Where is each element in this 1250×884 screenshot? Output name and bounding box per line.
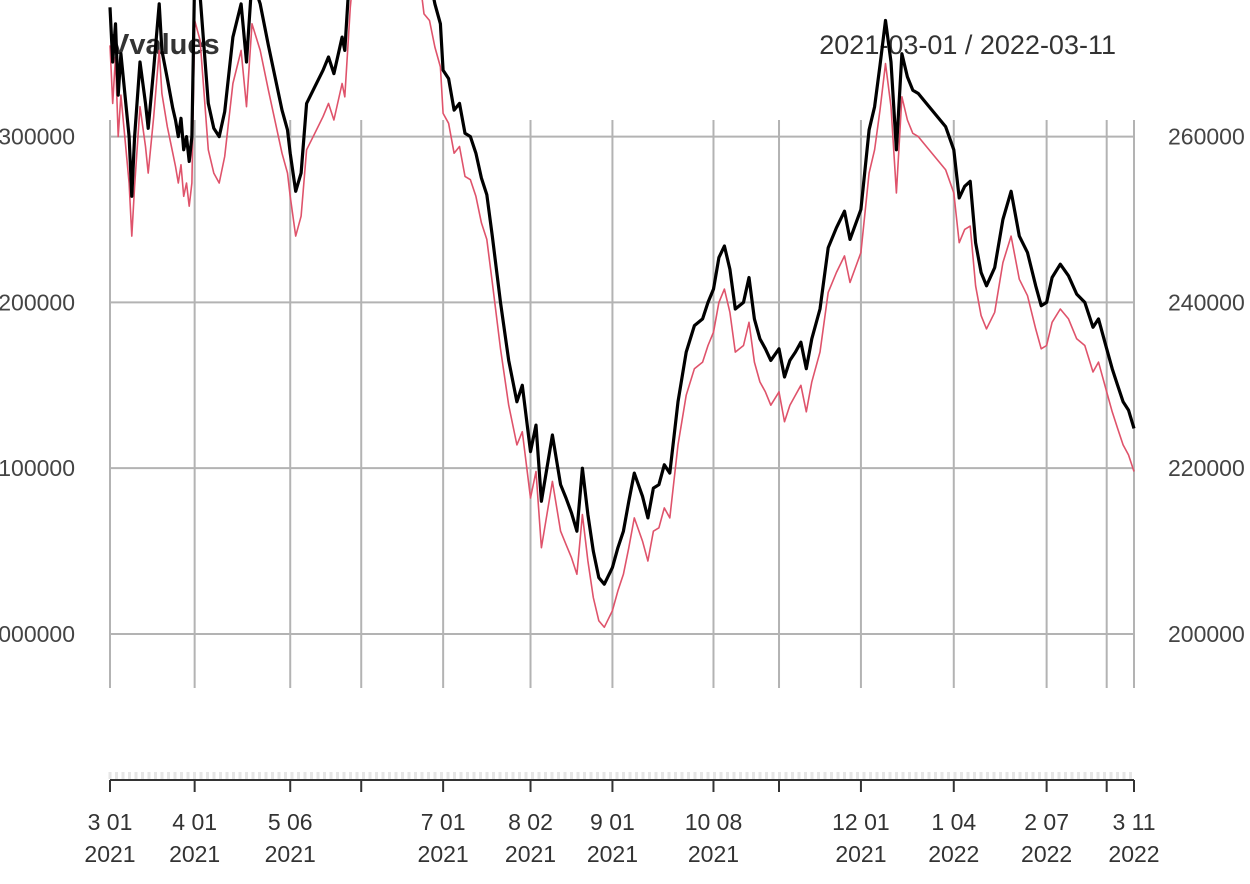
y-tick-label-right: 240000: [1168, 289, 1245, 315]
x-tick-label-year: 2021: [169, 841, 220, 867]
x-tick-label-year: 2022: [928, 841, 979, 867]
x-tick-label-month: 3 01: [88, 809, 133, 835]
series-layer: [108, 0, 1136, 629]
y-axis-left: 2000000 2100000 2200000 2300000: [0, 124, 75, 647]
x-tick-label-month: 1 04: [931, 809, 976, 835]
x-tick-label-year: 2021: [587, 841, 638, 867]
y-tick-label-right: 200000: [1168, 621, 1245, 647]
x-tick-label-year: 2021: [835, 841, 886, 867]
y-tick-label-left: 2100000: [0, 455, 75, 481]
x-tick-label-year: 2021: [505, 841, 556, 867]
x-axis: 3 01 2021 4 01 2021 5 06 2021 7 01 2021 8 02 2021…: [84, 772, 1160, 867]
x-tick-label-year: 2022: [1108, 841, 1159, 867]
y-tick-label-left: 2000000: [0, 621, 75, 647]
x-tick-label-month: 5 06: [268, 809, 313, 835]
x-tick-label-month: 4 01: [172, 809, 217, 835]
y-tick-label-left: 2200000: [0, 289, 75, 315]
x-tick-label-month: 3 11: [1112, 809, 1155, 835]
x-tick-label-month: 2 07: [1024, 809, 1069, 835]
x-tick-label-month: 8 02: [508, 809, 553, 835]
series-line-black: [108, 0, 1136, 586]
date-range-label: 2021-03-01 / 2022-03-11: [819, 30, 1116, 60]
x-tick-label-year: 2022: [1021, 841, 1072, 867]
x-tick-label-month: 7 01: [421, 809, 466, 835]
grid: [109, 120, 1135, 688]
y-tick-label-right: 260000: [1168, 124, 1245, 150]
x-tick-label-month: 10 08: [685, 809, 743, 835]
x-tick-label-month: 12 01: [832, 809, 890, 835]
y-tick-label-right: 220000: [1168, 455, 1245, 481]
x-tick-label-year: 2021: [84, 841, 135, 867]
x-tick-label-year: 2021: [418, 841, 469, 867]
x-tick-label-year: 2021: [688, 841, 739, 867]
series-line-red: [109, 0, 1135, 629]
y-tick-label-left: 2300000: [0, 124, 75, 150]
x-tick-label-month: 9 01: [590, 809, 635, 835]
x-tick-label-year: 2021: [265, 841, 316, 867]
y-axis-right: 200000220000240000260000280000: [1168, 124, 1245, 647]
